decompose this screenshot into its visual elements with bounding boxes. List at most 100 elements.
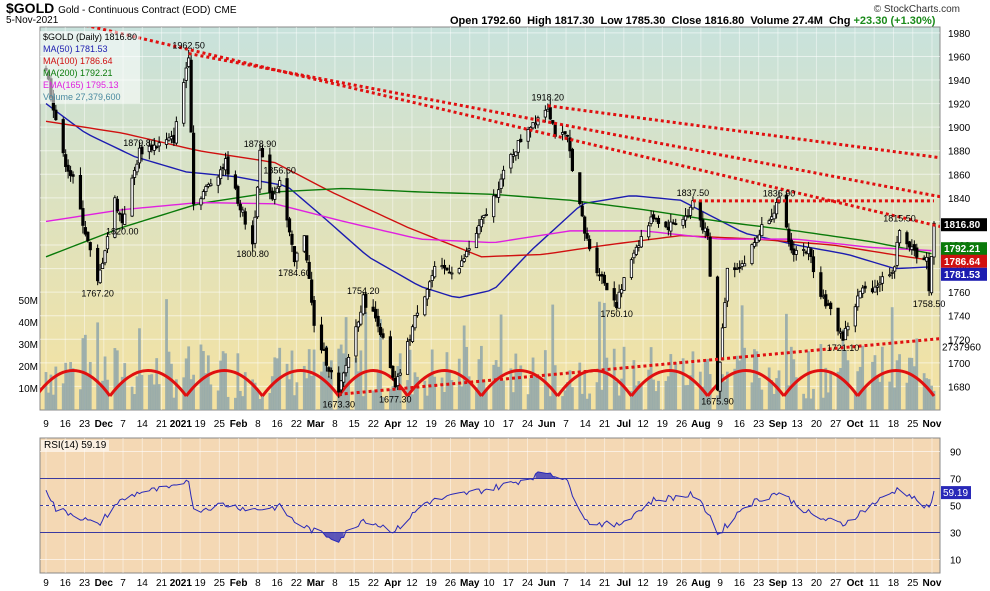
low-value: 1785.30 [625,15,666,27]
price-candle [932,222,936,258]
price-x-tick-label: 16 [272,419,284,430]
price-candle [585,233,589,239]
symbol: $GOLD [6,0,55,16]
price-candle [295,252,299,262]
volume-bar [534,374,537,410]
price-annotation: 1962.50 [172,41,205,51]
volume-bar [905,382,909,410]
price-candle [671,222,675,225]
price-candle [199,198,203,206]
volume-bar [526,394,530,410]
price-candle [563,131,567,135]
price-candle [268,154,272,193]
volume-bar [155,358,159,410]
rsi-x-tick-label: 25 [907,578,919,589]
volume-bar [364,312,368,410]
rsi-x-tick-label: 16 [272,578,284,589]
price-x-tick-label: Oct [847,419,864,430]
price-candle [794,250,798,255]
volume-bar [873,355,877,410]
price-candle [275,187,279,194]
volume-bar [807,351,810,410]
rsi-x-tick-label: Oct [847,578,864,589]
cycle-arc [261,369,340,397]
price-y-tick-label: 1760 [948,288,971,299]
volume-bar [371,390,375,410]
price-annotation: 1767.20 [81,289,114,299]
price-x-tick-label: 2021 [170,419,193,430]
price-candle [371,306,375,312]
volume-bar [571,387,574,410]
price-y-tick-label: 1680 [948,382,971,393]
volume-bar [310,375,314,410]
price-candle [278,180,282,187]
rsi-x-tick-label: 14 [137,578,149,589]
price-candle [720,327,725,361]
volume-bar [666,376,670,410]
volume-bar [152,384,156,410]
rsi-x-tick-label: 20 [811,578,823,589]
rsi-value-tag-label: 59.19 [943,488,968,499]
price-candle [182,82,186,124]
price-candle [615,301,619,309]
price-candle [201,191,206,200]
cycle-arc [782,369,859,397]
volume-bar [388,388,392,410]
value-tag-box [941,254,987,268]
price-candle [669,221,673,232]
volume-bar [733,368,737,410]
volume-bar [339,344,343,410]
price-candle [752,242,757,247]
volume-bar [689,375,692,410]
price-candle [226,156,230,175]
price-candle [184,67,188,81]
volume-bar [374,389,378,410]
volume-bar [98,386,102,410]
volume-bar [460,386,464,410]
legend-ma100: MA(100) 1786.64 [43,56,113,66]
price-candle [238,203,242,211]
cycle-arc [40,369,112,397]
rsi-x-tick-label: Aug [691,578,710,589]
price-candle [929,255,934,294]
volume-bar [723,381,727,410]
high-value: 1817.30 [554,15,595,27]
price-y-tick-label: 1920 [948,100,971,111]
rsi-x-tick-label: 14 [580,578,592,589]
cycle-arc [556,369,633,397]
volume-bar [836,371,840,410]
price-candle [442,264,447,269]
price-candle [54,109,58,121]
rsi-x-tick-label: 15 [349,578,361,589]
price-y-tick-label: 1960 [948,52,971,63]
price-candle [683,215,688,221]
price-candle [307,261,311,279]
price-candle [305,235,309,261]
volume-bar [327,376,331,410]
volume-bar [270,376,274,410]
symbol-title: $GOLD Gold - Continuous Contract (EOD) C… [6,0,237,16]
price-candle [425,288,429,300]
rsi-x-tick-label: 19 [657,578,669,589]
price-candle [137,147,142,164]
volume-bar [927,379,931,410]
volume-bar [649,347,653,410]
price-candle [551,120,555,124]
price-candle [64,154,68,168]
rsi-x-tick-label: 22 [291,578,303,589]
price-annotations: 1962.50 1879.80 1878.90 1856.60 1820.00 1800.… [81,41,945,410]
price-candle [733,267,737,271]
volume-bar [721,374,724,410]
price-x-tick-label: 19 [426,419,438,430]
price-x-tick-label: 9 [717,419,723,430]
price-candle [388,336,392,369]
volume-bar [841,329,845,410]
price-candle [750,244,754,264]
volume-bar [221,351,225,410]
volume-bar [514,353,518,410]
price-candle [757,234,761,241]
volume-bar [226,396,230,410]
volume-bar [671,370,675,410]
price-candle [447,271,452,274]
price-candle [287,218,292,233]
